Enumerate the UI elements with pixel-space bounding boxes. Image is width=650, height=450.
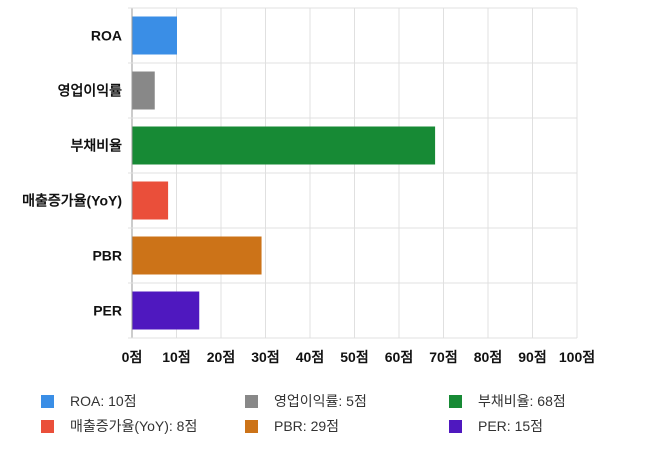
- legend-swatch: [41, 394, 54, 408]
- x-tick-label: 80점: [474, 349, 502, 365]
- x-tick-label: 60점: [385, 349, 413, 365]
- legend-label: 부채비율: 68점: [478, 393, 566, 409]
- bar-0: [132, 16, 177, 55]
- y-category-label: ROA: [91, 28, 122, 44]
- legend-item: ROA: 10점: [41, 393, 237, 409]
- legend-swatch: [245, 394, 258, 408]
- x-tick-label: 100점: [559, 349, 595, 365]
- y-category-label: 매출증가율(YoY): [22, 193, 122, 209]
- legend-swatch: [449, 419, 462, 433]
- y-category-label: 영업이익률: [58, 83, 123, 99]
- x-tick-label: 20점: [207, 349, 235, 365]
- legend-item: 매출증가율(YoY): 8점: [41, 418, 237, 434]
- bar-2: [132, 126, 436, 165]
- legend-label: 영업이익률: 5점: [274, 393, 367, 409]
- bar-4: [132, 236, 262, 275]
- bar-3: [132, 181, 169, 220]
- y-category-label: 부채비율: [70, 138, 122, 154]
- x-tick-label: 0점: [122, 349, 143, 365]
- legend-item: PBR: 29점: [245, 418, 441, 434]
- x-tick-label: 30점: [251, 349, 279, 365]
- x-tick-label: 40점: [296, 349, 324, 365]
- bar-chart: 0점 10점 20점 30점 40점 50점 60점 70점 80점 90점 100점 ROA 영업이익…: [22, 7, 595, 365]
- x-tick-label: 70점: [429, 349, 457, 365]
- legend-swatch: [245, 419, 258, 433]
- legend-label: ROA: 10점: [70, 393, 137, 409]
- legend-label: 매출증가율(YoY): 8점: [70, 418, 198, 434]
- bar-1: [132, 71, 155, 110]
- y-category-label: PER: [93, 303, 122, 319]
- legend-item: PER: 15점: [449, 418, 645, 434]
- bar-5: [132, 291, 200, 330]
- legend-label: PER: 15점: [478, 418, 544, 434]
- y-category-label: PBR: [92, 248, 122, 264]
- x-tick-label: 90점: [518, 349, 546, 365]
- legend-item: 부채비율: 68점: [449, 393, 645, 409]
- legend-label: PBR: 29점: [274, 418, 340, 434]
- x-tick-label: 50점: [340, 349, 368, 365]
- legend-swatch: [41, 419, 54, 433]
- x-tick-label: 10점: [162, 349, 190, 365]
- legend-item: 영업이익률: 5점: [245, 393, 441, 409]
- legend-swatch: [449, 394, 462, 408]
